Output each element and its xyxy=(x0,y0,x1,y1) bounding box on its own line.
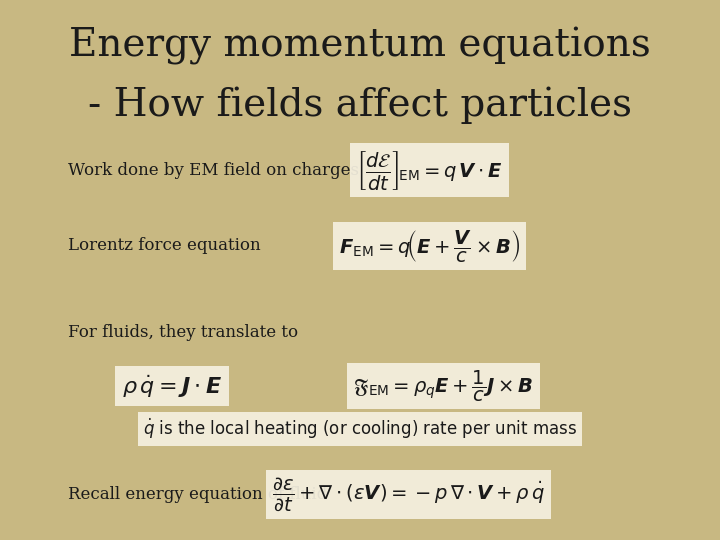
Text: $\rho\,\dot{q} = \boldsymbol{J}\cdot\boldsymbol{E}$: $\rho\,\dot{q} = \boldsymbol{J}\cdot\bol… xyxy=(122,373,222,400)
Text: $\left[\dfrac{d\mathcal{E}}{dt}\right]_{\!\mathrm{EM}} = q\,\boldsymbol{V}\cdot\: $\left[\dfrac{d\mathcal{E}}{dt}\right]_{… xyxy=(356,148,503,192)
Text: $\dfrac{\partial\varepsilon}{\partial t} + \nabla\cdot(\varepsilon\boldsymbol{V}: $\dfrac{\partial\varepsilon}{\partial t}… xyxy=(272,475,545,513)
Text: For fluids, they translate to: For fluids, they translate to xyxy=(68,323,297,341)
Text: Energy momentum equations: Energy momentum equations xyxy=(69,27,651,65)
Text: Recall energy equation of fluid: Recall energy equation of fluid xyxy=(68,485,327,503)
Text: Lorentz force equation: Lorentz force equation xyxy=(68,237,260,254)
Text: $\boldsymbol{F}_{\mathrm{EM}} = q\!\left(\boldsymbol{E}+\dfrac{\boldsymbol{V}}{c: $\boldsymbol{F}_{\mathrm{EM}} = q\!\left… xyxy=(339,228,520,264)
Text: - How fields affect particles: - How fields affect particles xyxy=(88,86,632,124)
Text: $\mathfrak{F}_{\mathrm{EM}} = \rho_q\boldsymbol{E} + \dfrac{1}{c}\boldsymbol{J}\: $\mathfrak{F}_{\mathrm{EM}} = \rho_q\bol… xyxy=(354,369,534,403)
Text: Work done by EM field on charges: Work done by EM field on charges xyxy=(68,161,359,179)
Text: $\dot{q}$ is the local heating (or cooling) rate per unit mass: $\dot{q}$ is the local heating (or cooli… xyxy=(143,417,577,441)
